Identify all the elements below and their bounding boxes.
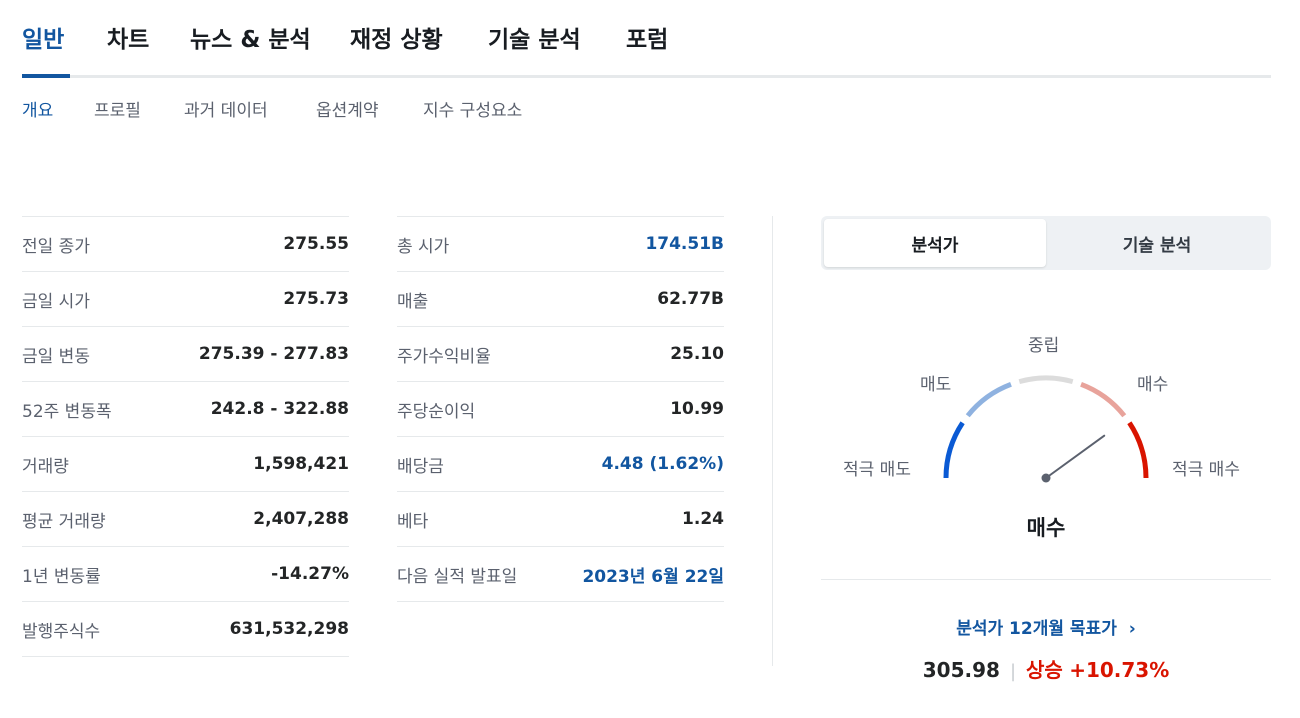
stat-label: 발행주식수 (22, 621, 101, 642)
analyst-target-label: 분석가 12개월 목표가 (956, 619, 1117, 639)
stat-label: 1년 변동률 (22, 566, 101, 587)
stat-row-market-cap: 총 시가 174.51B (397, 217, 724, 272)
stats-table-right: 총 시가 174.51B 매출 62.77B 주가수익비율 25.10 주당순이… (397, 216, 724, 602)
section-divider (821, 579, 1271, 580)
stat-label: 다음 실적 발표일 (397, 566, 518, 587)
gauge-segment-neutral (1018, 375, 1074, 385)
stat-value: 62.77B (657, 289, 724, 309)
toggle-analyst-button[interactable]: 분석가 (824, 219, 1046, 267)
stat-row-day-range: 금일 변동 275.39 - 277.83 (22, 327, 349, 382)
stat-label: 전일 종가 (22, 236, 90, 257)
rating-gauge (943, 375, 1149, 483)
rating-source-toggle: 분석가 기술 분석 (821, 216, 1271, 270)
stat-value: 1,598,421 (253, 454, 349, 474)
stat-value: 2,407,288 (253, 509, 349, 529)
stat-value: 275.55 (283, 234, 349, 254)
tab-news-analysis[interactable]: 뉴스 & 분석 (190, 27, 311, 53)
stat-label: 매출 (397, 291, 429, 312)
separator: | (1009, 661, 1017, 682)
stat-label: 금일 시가 (22, 291, 90, 312)
stat-value: 631,532,298 (229, 619, 349, 639)
stat-value: 10.99 (670, 399, 724, 419)
tab-chart[interactable]: 차트 (107, 27, 150, 53)
stat-label: 주가수익비율 (397, 346, 491, 367)
column-divider (772, 216, 773, 666)
target-change-percent: +10.73% (1069, 658, 1170, 682)
subtab-overview[interactable]: 개요 (22, 101, 54, 121)
stat-value: -14.27% (271, 564, 349, 584)
analyst-target-link[interactable]: 분석가 12개월 목표가 › (821, 614, 1271, 639)
rating-result: 매수 (1026, 516, 1066, 540)
gauge-segment-strong-sell (943, 421, 965, 479)
stat-label: 주당순이익 (397, 401, 476, 422)
stat-row-52wk-range: 52주 변동폭 242.8 - 322.88 (22, 382, 349, 437)
stat-value: 1.24 (682, 509, 724, 529)
stat-row-pe-ratio: 주가수익비율 25.10 (397, 327, 724, 382)
stat-row-eps: 주당순이익 10.99 (397, 382, 724, 437)
gauge-needle-hub (1041, 473, 1051, 483)
gauge-label-strong-sell: 적극 매도 (843, 460, 911, 480)
tab-financials[interactable]: 재정 상황 (350, 27, 443, 53)
stat-value: 275.39 - 277.83 (198, 344, 349, 364)
stat-value: 25.10 (670, 344, 724, 364)
stat-row-revenue: 매출 62.77B (397, 272, 724, 327)
gauge-label-sell: 매도 (920, 375, 952, 395)
target-price-line: 305.98 | 상승 +10.73% (821, 654, 1271, 683)
gauge-segment-buy (1080, 381, 1127, 418)
tab-technical[interactable]: 기술 분석 (488, 27, 581, 53)
stat-row-next-earnings: 다음 실적 발표일 2023년 6월 22일 (397, 547, 724, 602)
gauge-segment-sell (965, 381, 1012, 418)
stat-row-volume: 거래량 1,598,421 (22, 437, 349, 492)
stat-row-shares-outstanding: 발행주식수 631,532,298 (22, 602, 349, 657)
chevron-right-icon: › (1128, 619, 1136, 639)
toggle-technical-button[interactable]: 기술 분석 (1122, 235, 1192, 256)
stat-row-open: 금일 시가 275.73 (22, 272, 349, 327)
target-direction: 상승 (1026, 658, 1063, 682)
subtab-options[interactable]: 옵션계약 (316, 101, 379, 121)
stat-label: 금일 변동 (22, 346, 90, 367)
stat-row-avg-volume: 평균 거래량 2,407,288 (22, 492, 349, 547)
subtab-index-components[interactable]: 지수 구성요소 (423, 101, 523, 121)
stat-label: 총 시가 (397, 236, 450, 257)
tab-forum[interactable]: 포럼 (626, 27, 669, 53)
active-tab-indicator (22, 74, 70, 78)
stat-value: 242.8 - 322.88 (210, 399, 349, 419)
target-price: 305.98 (922, 658, 1000, 682)
gauge-label-strong-buy: 적극 매수 (1172, 460, 1240, 480)
subtab-profile[interactable]: 프로필 (94, 101, 141, 121)
gauge-needle (1045, 434, 1106, 479)
stat-label: 거래량 (22, 456, 69, 477)
tab-general[interactable]: 일반 (22, 27, 65, 53)
dividend-link[interactable]: 4.48 (1.62%) (601, 454, 724, 474)
stat-row-prev-close: 전일 종가 275.55 (22, 217, 349, 272)
gauge-label-buy: 매수 (1137, 375, 1169, 395)
market-cap-link[interactable]: 174.51B (645, 234, 724, 254)
main-tab-bar: 일반 차트 뉴스 & 분석 재정 상황 기술 분석 포럼 (22, 0, 1271, 78)
stats-table-left: 전일 종가 275.55 금일 시가 275.73 금일 변동 275.39 -… (22, 216, 349, 657)
stat-label: 52주 변동폭 (22, 401, 112, 422)
stat-row-1yr-change: 1년 변동률 -14.27% (22, 547, 349, 602)
stat-row-beta: 베타 1.24 (397, 492, 724, 547)
subtab-historical-data[interactable]: 과거 데이터 (184, 101, 268, 121)
stat-row-dividend: 배당금 4.48 (1.62%) (397, 437, 724, 492)
gauge-label-neutral: 중립 (1028, 336, 1060, 356)
stat-label: 평균 거래량 (22, 511, 106, 532)
stat-label: 베타 (397, 511, 429, 532)
stat-value: 275.73 (283, 289, 349, 309)
next-earnings-link[interactable]: 2023년 6월 22일 (582, 566, 724, 587)
gauge-segment-strong-buy (1127, 421, 1149, 479)
stat-label: 배당금 (397, 456, 444, 477)
